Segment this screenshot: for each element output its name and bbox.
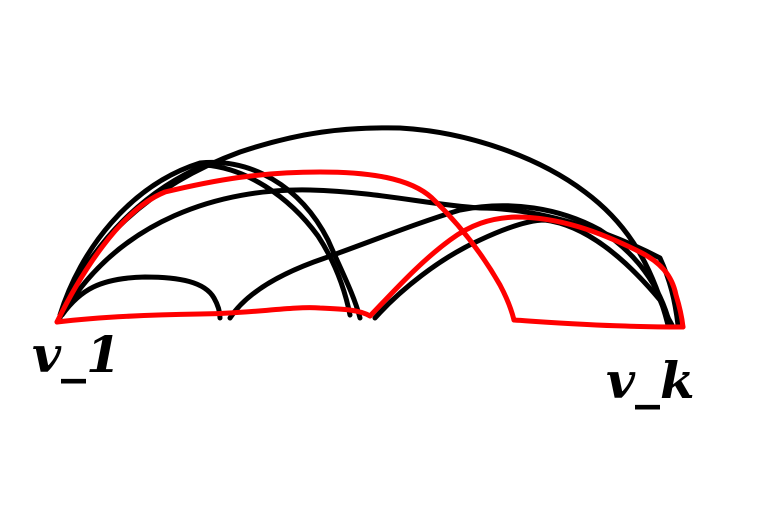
- edge-small-arc: [59, 274, 223, 321]
- highlighted-path: [54, 169, 686, 330]
- path-segment-rise: [367, 214, 686, 330]
- edge-arc-230-vk: [227, 203, 673, 328]
- vertex-label-end: v_k: [606, 351, 695, 410]
- edge-arc-v1-mid: [57, 159, 363, 321]
- vertex-label-start: v_1: [32, 325, 121, 384]
- path-segment-top-arc: [54, 169, 517, 325]
- path-segment-bottom: [54, 305, 373, 325]
- edge-arc-v1-vk-mid: [61, 187, 681, 328]
- path-segment-return: [511, 317, 686, 330]
